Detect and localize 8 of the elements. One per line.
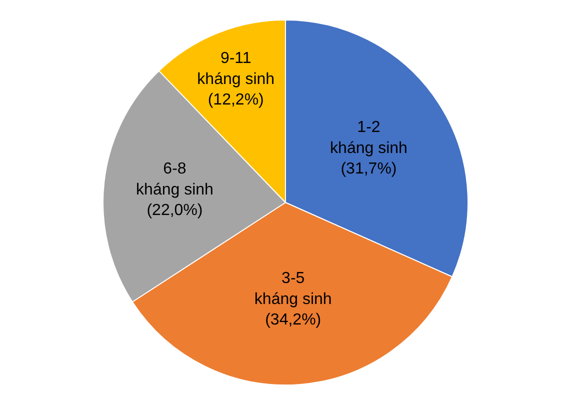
slice-label: 3-5 kháng sinh — [254, 270, 332, 308]
data-label: (34,2%) — [265, 312, 322, 329]
data-label: (22,0%) — [146, 202, 203, 220]
slice-label: 6-8 kháng sinh — [136, 160, 214, 198]
data-label: (12,2%) — [208, 92, 264, 109]
slice-label: 9-11 kháng sinh — [197, 50, 275, 88]
slice-label: 1-2 kháng sinh — [330, 119, 408, 157]
data-label: (31,7%) — [340, 160, 397, 178]
